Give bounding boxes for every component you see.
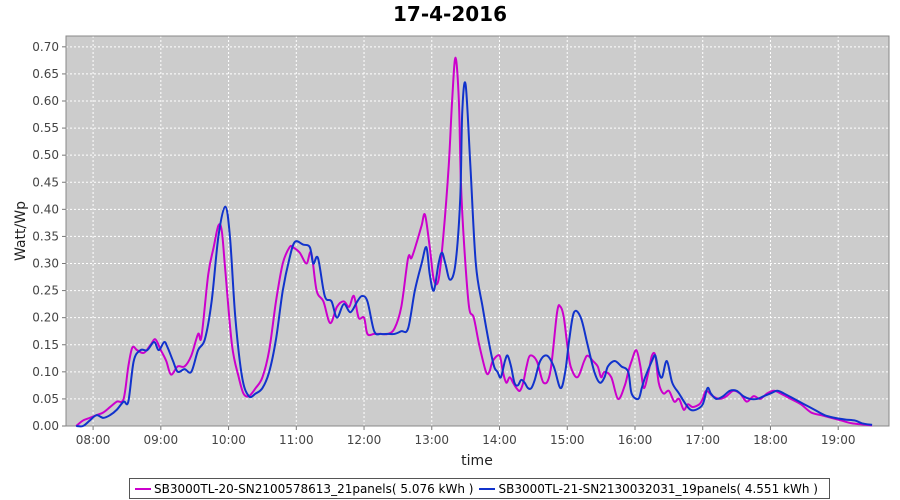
series-lines xyxy=(75,56,873,428)
x-tick-label: 09:00 xyxy=(144,433,179,447)
y-tick-label: 0.35 xyxy=(32,229,59,243)
series-line-2 xyxy=(76,81,873,428)
chart-title: 17-4-2016 xyxy=(392,2,507,26)
x-tick-label: 18:00 xyxy=(753,433,788,447)
y-tick-label: 0.05 xyxy=(32,392,59,406)
x-tick-label: 19:00 xyxy=(821,433,856,447)
legend-swatch-series-1 xyxy=(135,487,151,490)
axes: 0.00 0.05 0.10 0.15 0.20 0.25 0.30 0.35 0.40 0.45… xyxy=(32,35,890,447)
y-tick-label: 0.65 xyxy=(32,67,59,81)
x-tick-label: 12:00 xyxy=(347,433,382,447)
legend-label-series-1: SB3000TL-20-SN2100578613_21panels( 5.076… xyxy=(154,481,474,496)
legend-swatch-series-2 xyxy=(479,487,496,490)
y-tick-label: 0.60 xyxy=(32,94,59,108)
y-tick-label: 0.25 xyxy=(32,284,59,298)
y-tick-label: 0.50 xyxy=(32,148,59,162)
y-tick-label: 0.20 xyxy=(32,311,59,325)
plot-border xyxy=(65,35,890,427)
y-tick-label: 0.10 xyxy=(32,365,59,379)
x-tick-label: 16:00 xyxy=(618,433,653,447)
y-tick-label: 0.45 xyxy=(32,175,59,189)
legend-item-series-2: SB3000TL-21-SN2130032031_19panels( 4.551… xyxy=(479,481,818,496)
x-axis-title: time xyxy=(461,453,493,469)
x-tick-label: 10:00 xyxy=(211,433,246,447)
y-tick-label: 0.15 xyxy=(32,338,59,352)
x-tick-label: 13:00 xyxy=(414,433,449,447)
y-tick-label: 0.70 xyxy=(32,40,59,54)
plot-area xyxy=(66,36,889,426)
y-tick-label: 0.55 xyxy=(32,121,59,135)
legend-label-series-2: SB3000TL-21-SN2130032031_19panels( 4.551… xyxy=(498,481,818,496)
legend: SB3000TL-20-SN2100578613_21panels( 5.076… xyxy=(129,478,830,499)
y-tick-label: 0.30 xyxy=(32,257,59,271)
legend-item-series-1: SB3000TL-20-SN2100578613_21panels( 5.076… xyxy=(135,482,473,496)
x-tick-label: 08:00 xyxy=(76,433,111,447)
x-tick-label: 17:00 xyxy=(685,433,720,447)
y-tick-label: 0.00 xyxy=(32,419,59,433)
series-line-1 xyxy=(75,56,873,427)
y-tick-label: 0.40 xyxy=(32,202,59,216)
x-tick-label: 11:00 xyxy=(279,433,314,447)
x-tick-label: 15:00 xyxy=(550,433,585,447)
x-tick-label: 14:00 xyxy=(482,433,517,447)
y-axis-title: Watt/Wp xyxy=(13,201,29,261)
